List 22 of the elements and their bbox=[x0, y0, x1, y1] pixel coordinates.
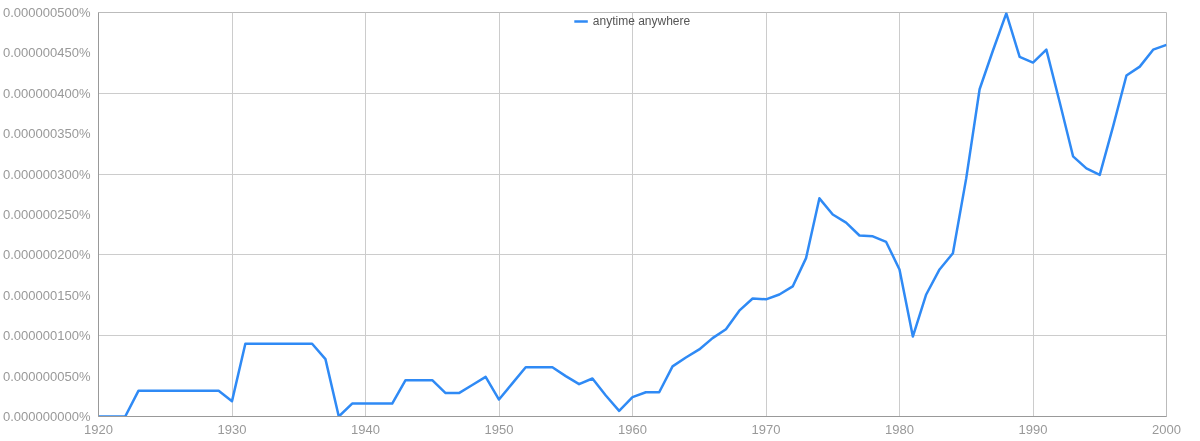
y-tick-label: 0.000000250% bbox=[3, 207, 91, 222]
y-tick-label: 0.000000050% bbox=[3, 368, 91, 384]
y-tick-label: 0.000000350% bbox=[3, 126, 91, 142]
legend-label: anytime anywhere bbox=[592, 14, 691, 28]
x-tick-label: 1980 bbox=[885, 421, 914, 437]
y-tick-label: 0.000000150% bbox=[3, 287, 91, 303]
x-tick-label: 1930 bbox=[217, 421, 247, 437]
x-tick-label: 1990 bbox=[1018, 421, 1048, 437]
x-tick-label: 1970 bbox=[751, 421, 781, 437]
x-tick-label: 1940 bbox=[351, 421, 380, 437]
x-tick-label: 1950 bbox=[484, 421, 514, 437]
y-tick-label: 0.000000000% bbox=[3, 409, 91, 424]
y-tick-label: 0.000000500% bbox=[3, 5, 91, 20]
y-tick-label: 0.000000300% bbox=[3, 166, 91, 182]
y-tick-label: 0.000000100% bbox=[3, 328, 91, 344]
x-tick-label: 1920 bbox=[84, 421, 113, 437]
y-tick-label: 0.000000400% bbox=[3, 85, 91, 101]
x-tick-label: 1960 bbox=[618, 421, 647, 437]
y-tick-label: 0.000000450% bbox=[3, 45, 91, 61]
y-tick-label: 0.000000200% bbox=[3, 247, 91, 263]
line-series bbox=[98, 12, 1167, 417]
x-tick-label: 2000 bbox=[1152, 421, 1181, 437]
